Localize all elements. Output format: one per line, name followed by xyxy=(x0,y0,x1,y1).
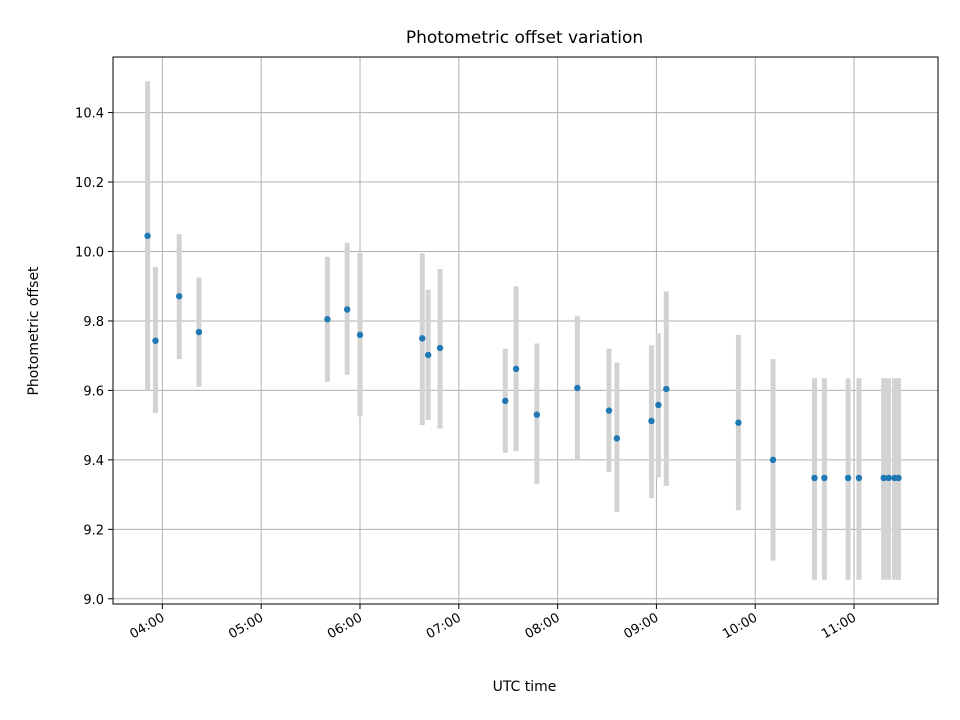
y-tick-label: 9.2 xyxy=(83,523,104,538)
data-point xyxy=(855,474,863,482)
x-tick-label: 11:00 xyxy=(819,610,859,642)
data-point xyxy=(424,351,432,359)
data-point xyxy=(533,411,541,418)
plot-area: 04:00 05:00 06:00 07:00 08:00 09:00 10:00 11:00… xyxy=(75,56,939,642)
data-point xyxy=(144,232,151,240)
data-point xyxy=(811,474,818,482)
y-tick-label: 9.8 xyxy=(83,315,104,330)
x-tick-label: 09:00 xyxy=(621,610,661,642)
x-tick-label: 07:00 xyxy=(424,610,464,642)
data-point xyxy=(735,419,742,426)
y-tick-label: 9.4 xyxy=(83,454,104,469)
data-point xyxy=(663,385,670,393)
data-point xyxy=(895,474,902,482)
data-point xyxy=(648,417,655,425)
data-point xyxy=(821,474,828,482)
data-point xyxy=(502,397,509,405)
data-point xyxy=(419,335,426,342)
data-point xyxy=(880,474,887,482)
data-point xyxy=(844,474,852,482)
data-point xyxy=(512,365,520,373)
data-point xyxy=(655,401,662,409)
plot-frame xyxy=(112,56,939,605)
y-tick-label: 9.6 xyxy=(83,384,104,399)
chart-title: Photometric offset variation xyxy=(406,28,643,48)
data-point xyxy=(769,456,777,464)
x-tick-label: 05:00 xyxy=(226,610,266,642)
y-tick-label: 10.4 xyxy=(75,107,104,122)
data-point xyxy=(152,337,159,344)
y-tick-label: 10.2 xyxy=(75,176,104,191)
x-axis-title: UTC time xyxy=(493,679,557,695)
y-tick-label: 9.0 xyxy=(83,593,104,608)
data-point xyxy=(574,384,581,392)
x-tick-label: 04:00 xyxy=(127,610,167,642)
data-point xyxy=(356,331,364,339)
data-point xyxy=(885,474,892,482)
x-tick-label: 06:00 xyxy=(325,610,365,642)
data-point xyxy=(343,306,351,313)
data-point xyxy=(324,316,331,323)
y-axis-title: Photometric offset xyxy=(26,266,42,396)
y-tick-label: 10.0 xyxy=(75,245,104,260)
data-point xyxy=(175,293,183,300)
data-point xyxy=(195,328,203,336)
x-tick-label: 10:00 xyxy=(720,610,760,642)
data-point xyxy=(605,407,613,414)
data-point xyxy=(436,344,444,352)
x-tick-label: 08:00 xyxy=(523,610,563,642)
data-point xyxy=(613,435,621,442)
